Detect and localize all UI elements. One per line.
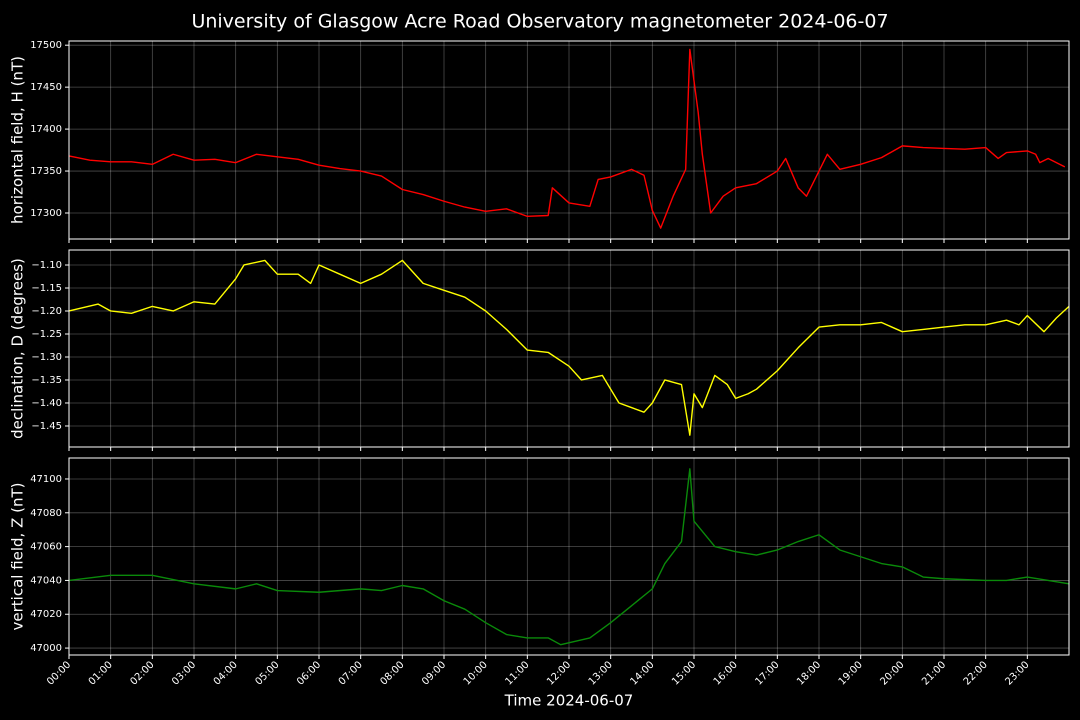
- y-tick-label: 17300: [30, 208, 62, 219]
- y-tick-label: 17350: [30, 166, 62, 177]
- data-line: [68, 468, 1070, 646]
- data-line: [68, 48, 1066, 229]
- y-tick-label: 47060: [30, 542, 62, 553]
- data-line: [68, 259, 1070, 436]
- x-axis-label: Time 2024-06-07: [504, 692, 634, 710]
- y-tick-label: −1.30: [31, 352, 62, 363]
- y-tick-label: 47000: [30, 643, 62, 654]
- y-tick-label: −1.35: [31, 375, 62, 386]
- y-tick-label: 17400: [30, 124, 62, 135]
- chart-title: University of Glasgow Acre Road Observat…: [191, 11, 888, 33]
- y-tick-label: 17500: [30, 40, 62, 51]
- plot-frame: [68, 457, 1070, 656]
- y-tick-label: −1.45: [31, 421, 62, 432]
- y-tick-label: 47080: [30, 508, 62, 519]
- y-tick-label: −1.10: [31, 260, 62, 271]
- plot-frame: [68, 249, 1070, 448]
- y-tick-label: 47100: [30, 474, 62, 485]
- y-tick-label: −1.15: [31, 283, 62, 294]
- y-axis-label: vertical field, Z (nT): [9, 482, 27, 630]
- y-tick-label: 47020: [30, 609, 62, 620]
- y-axis-label: horizontal field, H (nT): [9, 56, 27, 224]
- y-tick-label: −1.25: [31, 329, 62, 340]
- y-tick-label: 47040: [30, 575, 62, 586]
- y-tick-label: 17450: [30, 82, 62, 93]
- y-tick-label: −1.40: [31, 398, 62, 409]
- y-axis-label: declination, D (degrees): [9, 258, 27, 439]
- plot-frame: [68, 40, 1070, 240]
- y-tick-label: −1.20: [31, 306, 62, 317]
